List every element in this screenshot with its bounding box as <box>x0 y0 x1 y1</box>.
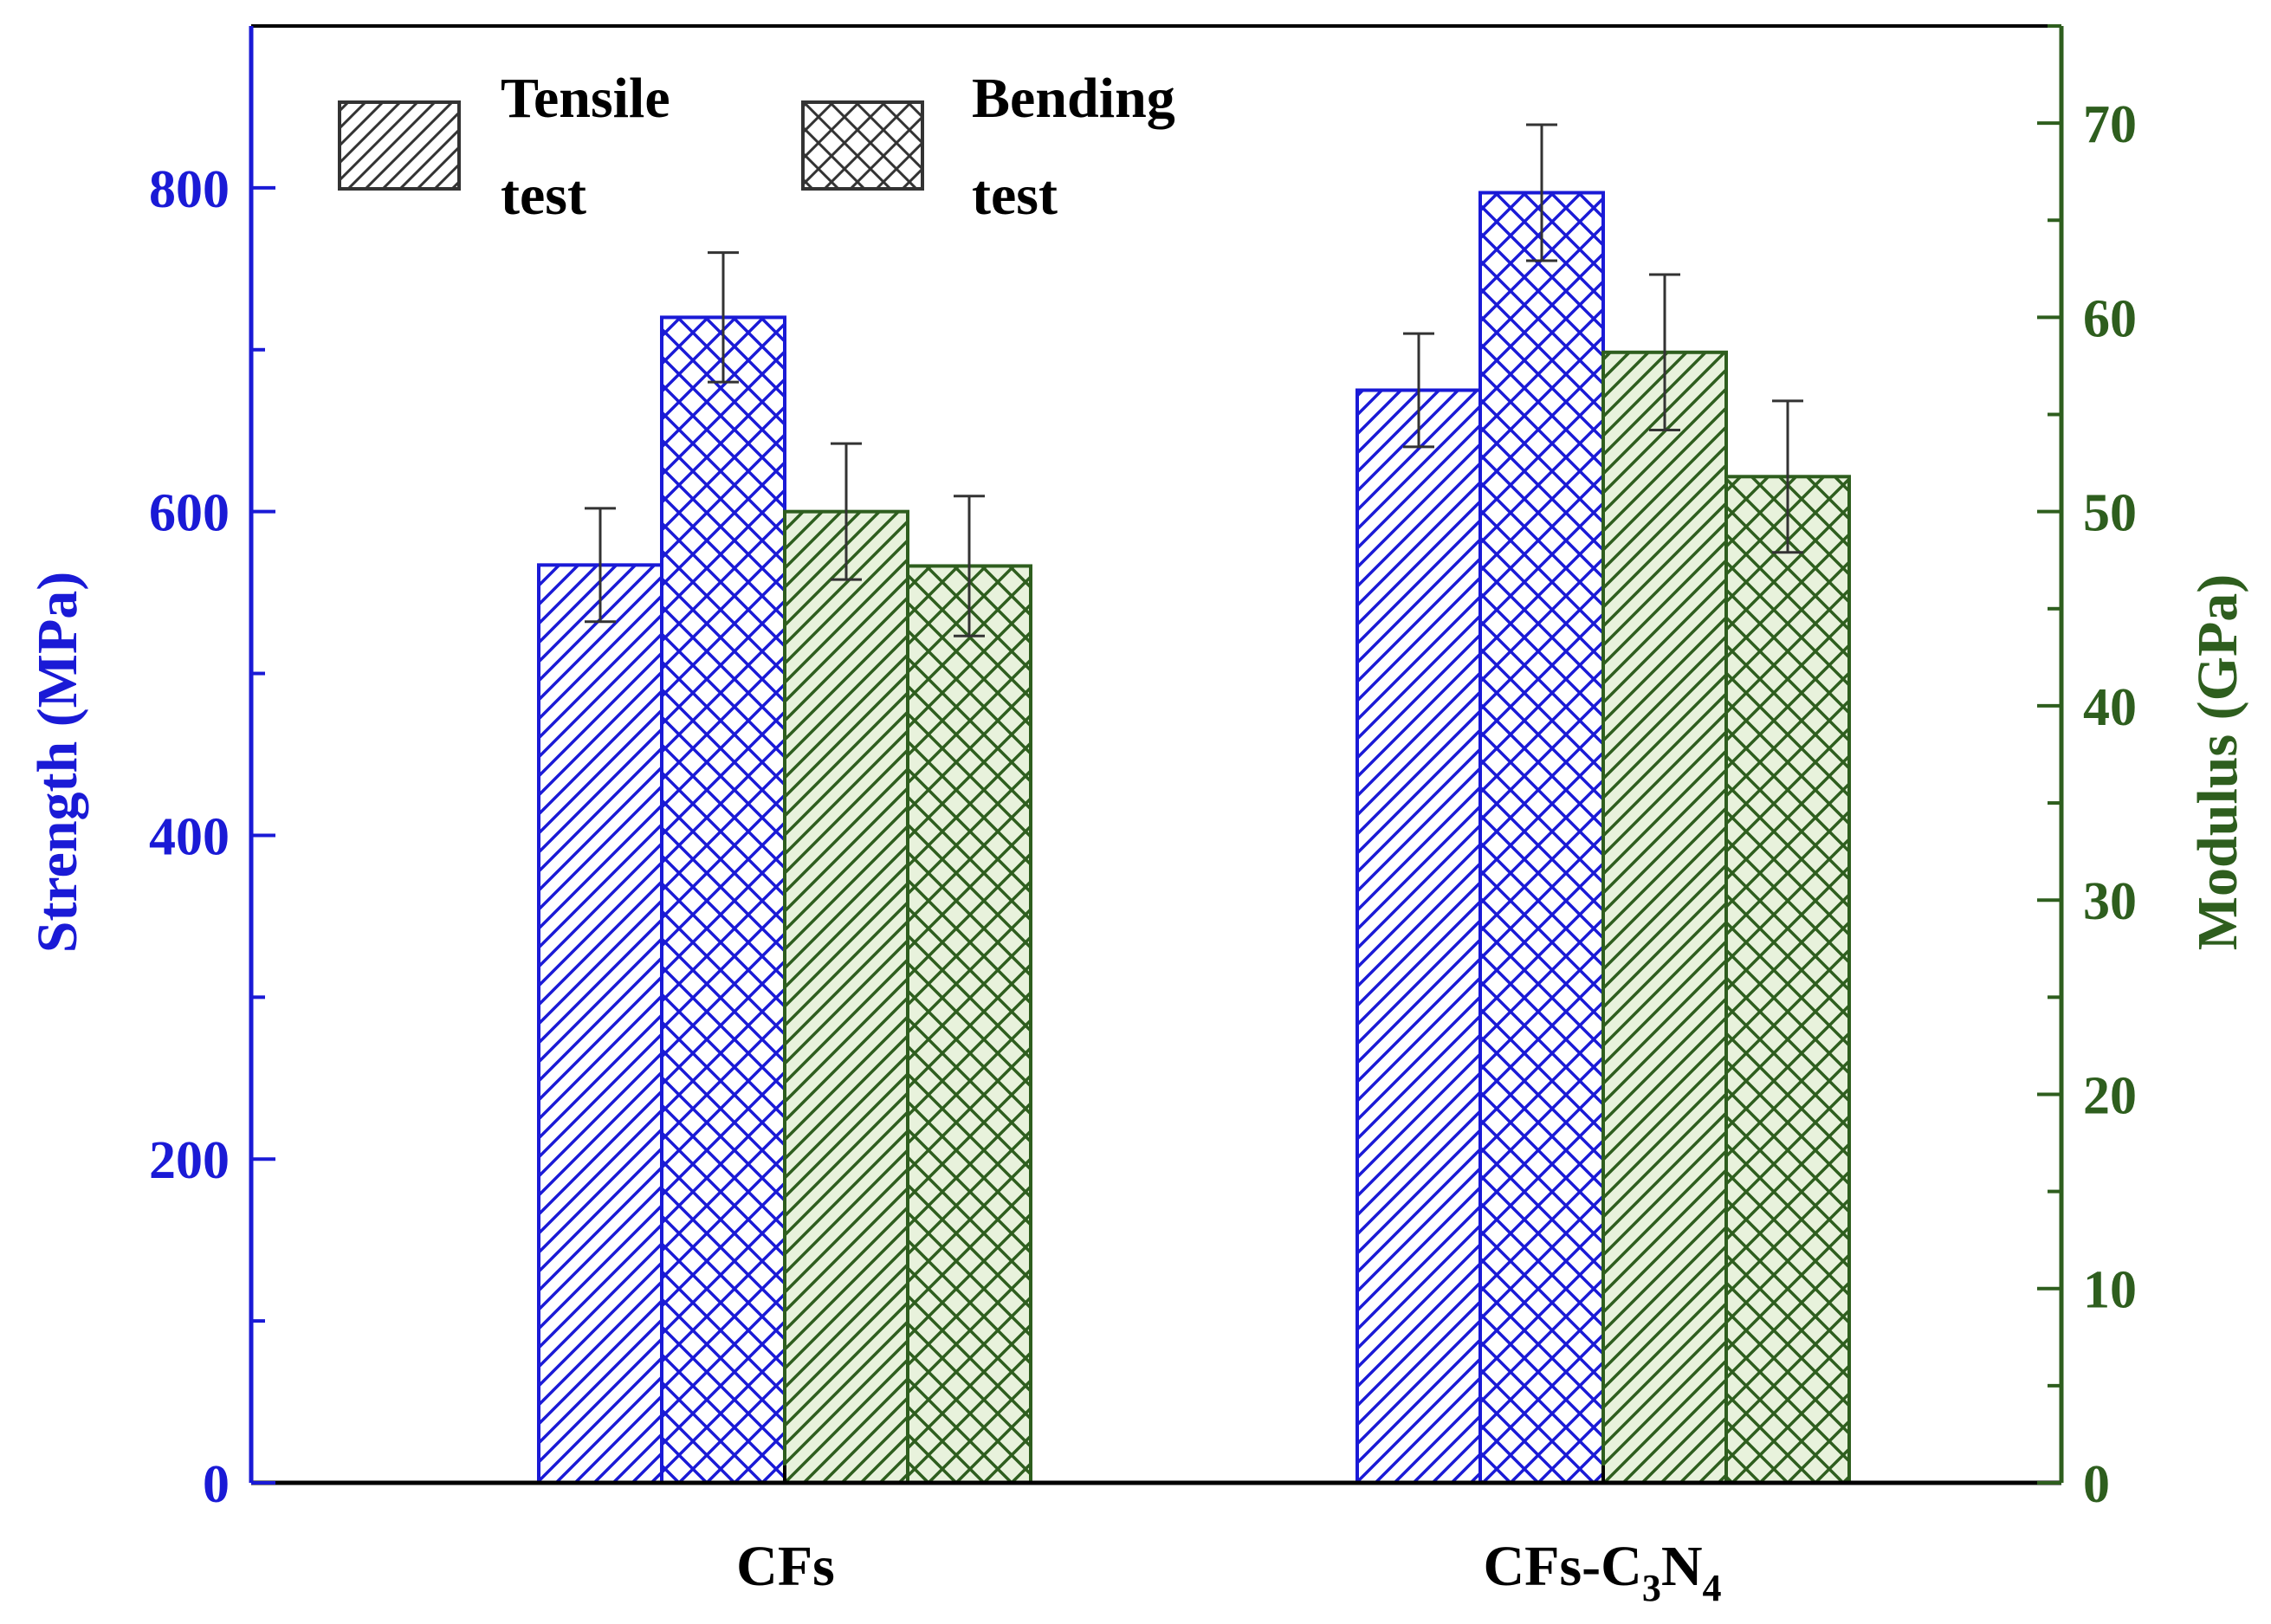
y-right-tick-label-0: 0 <box>2083 1455 2110 1514</box>
y-right-tick-label-10: 10 <box>2083 1261 2137 1320</box>
bar-tensile-modulus-2 <box>1601 350 1728 1485</box>
bar-bending-strength-1 <box>660 315 786 1485</box>
bar-bending-modulus-1 <box>906 564 1032 1485</box>
y-right-tick-label-40: 40 <box>2083 678 2137 737</box>
x-tick-label-cfs-c3n4: CFs-C3N4 <box>1484 1535 1722 1609</box>
y-right-tick-label-50: 50 <box>2083 484 2137 543</box>
y-right-tick-label-20: 20 <box>2083 1066 2137 1125</box>
y-axis-left-title: Strength (MPa) <box>26 572 89 954</box>
legend: Tensile test Bending test <box>338 67 1175 227</box>
bars-layer <box>537 123 1851 1485</box>
y-left-tick-label-600: 600 <box>149 484 230 543</box>
bar-bending-strength-2 <box>1478 191 1605 1485</box>
bar-tensile-modulus-1 <box>783 509 909 1485</box>
legend-label-bending-line1: Bending <box>972 67 1175 130</box>
y-left-tick-label-0: 0 <box>203 1455 230 1514</box>
bar-bending-modulus-2 <box>1724 475 1851 1485</box>
bar-tensile-strength-1 <box>537 563 663 1485</box>
y-left-tick-label-800: 800 <box>149 160 230 219</box>
legend-swatch-tensile <box>338 100 461 191</box>
y-left-tick-label-200: 200 <box>149 1131 230 1190</box>
y-right-tick-label-70: 70 <box>2083 95 2137 154</box>
y-left-tick-label-400: 400 <box>149 807 230 866</box>
x-tick-label-cfs: CFs <box>736 1535 835 1598</box>
axes-layer: 0 200 400 600 800 0 10 20 30 40 50 60 70 <box>149 24 2137 1514</box>
y-right-tick-label-60: 60 <box>2083 289 2137 348</box>
y-right-tick-label-30: 30 <box>2083 872 2137 931</box>
legend-label-tensile-line1: Tensile <box>501 67 670 130</box>
y-axis-right-title: Modulus (GPa) <box>2186 574 2249 951</box>
legend-swatch-bending <box>801 100 924 191</box>
legend-label-bending-line2: test <box>972 164 1058 227</box>
legend-label-tensile-line2: test <box>501 164 586 227</box>
bar-tensile-strength-2 <box>1355 388 1482 1485</box>
